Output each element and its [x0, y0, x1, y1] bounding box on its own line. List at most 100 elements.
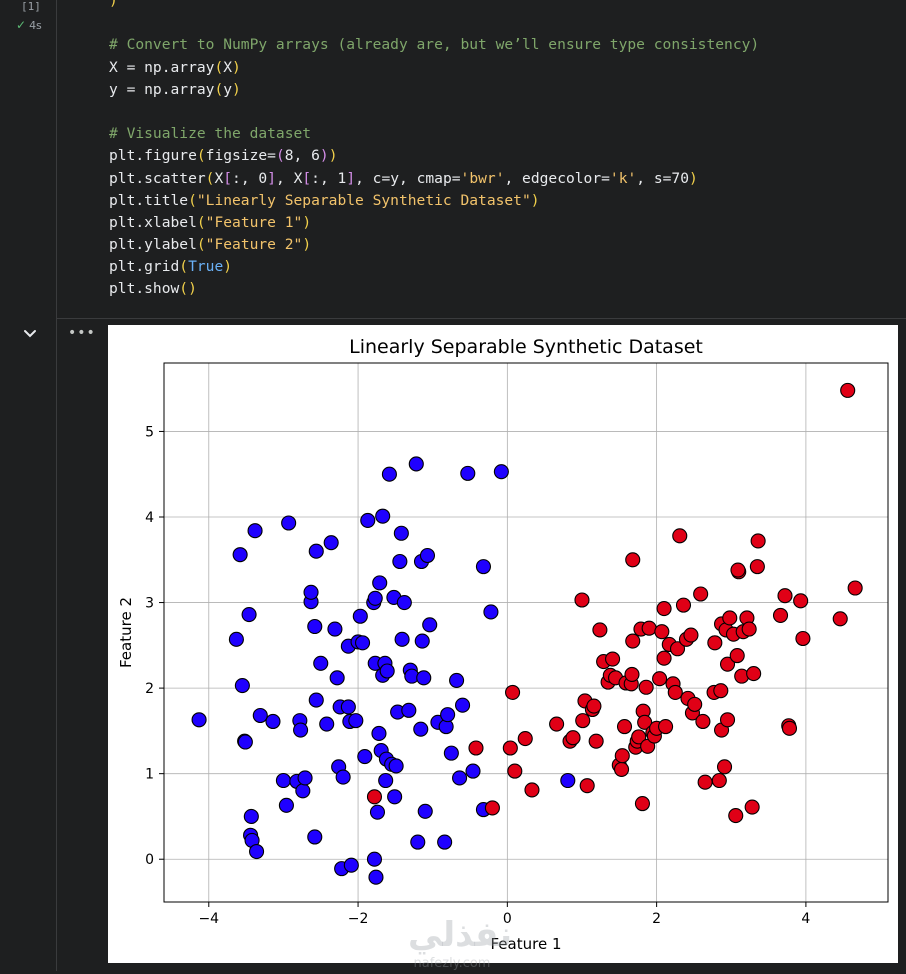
data-point-class-1	[719, 656, 736, 672]
data-point-class-1	[744, 799, 760, 815]
data-point-class-0	[360, 512, 376, 528]
data-point-class-0	[308, 692, 324, 708]
data-point-class-1	[711, 772, 727, 789]
data-point-class-1	[793, 593, 809, 609]
collapse-output-button[interactable]	[22, 326, 38, 342]
data-point-class-1	[549, 716, 565, 732]
data-point-class-1	[579, 778, 595, 794]
data-point-class-1	[750, 533, 766, 549]
output-more-button[interactable]: •••	[68, 325, 96, 341]
data-point-class-1	[656, 600, 672, 617]
code-token: ]	[267, 169, 276, 187]
data-point-class-0	[243, 808, 259, 824]
code-token: (	[275, 147, 285, 165]
code-content[interactable]: ) # Convert to NumPy arrays (already are…	[109, 0, 759, 301]
code-token: # Convert to NumPy arrays (already are, …	[109, 36, 760, 54]
code-token: :, 1	[311, 169, 347, 187]
data-point-class-1	[728, 808, 744, 824]
code-line[interactable]: plt.show()	[109, 278, 759, 300]
data-point-class-0	[354, 635, 371, 651]
data-point-class-0	[416, 670, 432, 686]
data-point-class-1	[772, 607, 789, 623]
y-tick-label: 1	[145, 767, 154, 783]
data-point-class-1	[683, 627, 699, 643]
code-token: )	[302, 236, 312, 254]
data-point-class-0	[352, 608, 368, 624]
data-point-class-1	[592, 622, 608, 638]
code-line[interactable]	[109, 12, 759, 34]
code-token: (	[214, 80, 224, 98]
code-line[interactable]: plt.title("Linearly Separable Synthetic …	[109, 190, 759, 212]
code-line[interactable]: # Convert to NumPy arrays (already are, …	[109, 34, 759, 56]
code-token: "Feature 1"	[205, 213, 303, 231]
data-point-class-0	[475, 559, 492, 575]
code-token: 8, 6	[284, 147, 320, 165]
data-point-class-1	[586, 698, 602, 714]
output-image: −4 −2 0 2 4 0 1 2 3 4 5 Linearly Separable Synthet…	[108, 325, 898, 963]
code-token: True	[188, 258, 224, 276]
data-point-class-0	[387, 789, 403, 805]
code-token: :, 0	[232, 169, 268, 187]
data-point-class-1	[637, 714, 653, 730]
code-token: X	[214, 169, 224, 187]
x-tick-label: 2	[652, 911, 661, 927]
data-point-class-1	[781, 720, 798, 736]
data-point-class-0	[368, 869, 384, 885]
code-editor[interactable]	[57, 0, 906, 318]
data-point-class-0	[357, 749, 373, 765]
code-line[interactable]: )	[109, 0, 759, 12]
data-point-class-0	[307, 829, 323, 845]
code-token: )	[302, 213, 312, 231]
data-point-class-1	[468, 740, 484, 756]
data-point-class-1	[366, 789, 383, 805]
code-line[interactable]: plt.figure(figsize=(8, 6))	[109, 145, 759, 167]
data-point-class-1	[832, 611, 848, 627]
data-point-class-1	[616, 719, 633, 735]
data-point-class-1	[605, 651, 621, 667]
data-point-class-1	[656, 650, 672, 666]
execution-count: [1]	[21, 0, 41, 13]
data-point-class-1	[625, 552, 641, 568]
grid-lines	[164, 363, 888, 902]
code-line[interactable]: plt.xlabel("Feature 1")	[109, 212, 759, 234]
code-token: )	[689, 169, 698, 187]
data-point-class-0	[307, 618, 323, 635]
code-token: [	[302, 169, 312, 187]
data-point-class-0	[232, 547, 248, 563]
data-point-class-0	[460, 465, 476, 481]
code-line[interactable]: # Visualize the dataset	[109, 123, 759, 145]
code-token: [	[223, 169, 233, 187]
code-token: "Linearly Separable Synthetic Dataset"	[196, 191, 531, 209]
code-line[interactable]: plt.ylabel("Feature 2")	[109, 234, 759, 256]
data-point-class-0	[319, 716, 335, 732]
data-point-class-1	[517, 731, 533, 747]
data-point-class-1	[722, 610, 738, 626]
code-token: y	[223, 80, 233, 98]
check-icon: ✓	[16, 18, 27, 32]
data-point-class-1	[695, 713, 711, 730]
data-point-class-1	[575, 713, 591, 729]
code-line[interactable]: plt.grid(True)	[109, 256, 759, 278]
code-token: plt.grid	[109, 258, 180, 276]
data-point-class-0	[313, 655, 329, 671]
data-point-class-1	[672, 528, 688, 544]
data-point-class-1	[588, 733, 604, 749]
data-point-class-1	[654, 624, 670, 640]
data-point-class-1	[795, 630, 811, 647]
data-point-class-0	[237, 734, 253, 750]
data-point-class-0	[394, 631, 410, 647]
scatter-plot: −4 −2 0 2 4 0 1 2 3 4 5 Linearly Separable Synthet…	[117, 336, 889, 953]
code-line[interactable]: X = np.array(X)	[109, 57, 759, 79]
code-token: plt.ylabel	[109, 236, 197, 254]
data-point-class-1	[614, 748, 630, 764]
data-point-class-0	[308, 543, 324, 559]
data-point-class-0	[323, 535, 339, 551]
code-line[interactable]: y = np.array(y)	[109, 79, 759, 101]
data-point-class-0	[455, 697, 471, 713]
data-point-class-0	[228, 631, 244, 647]
y-tick-label: 3	[145, 596, 154, 612]
code-line[interactable]	[109, 101, 759, 123]
code-token: )	[109, 0, 118, 9]
code-token: )	[232, 58, 241, 76]
code-line[interactable]: plt.scatter(X[:, 0], X[:, 1], c=y, cmap=…	[109, 168, 759, 190]
